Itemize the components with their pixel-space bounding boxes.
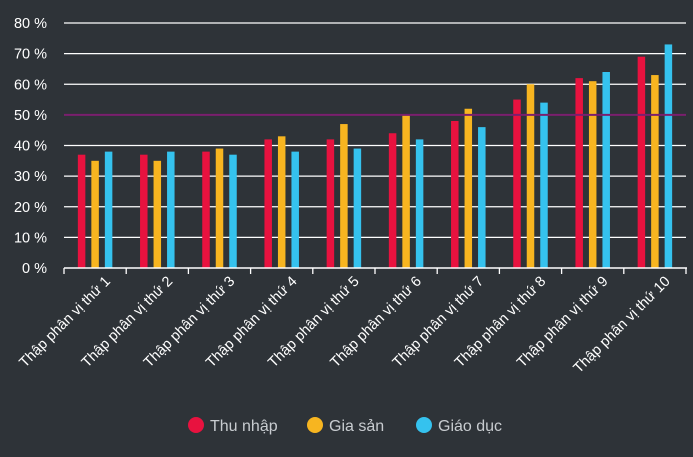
bar	[277, 136, 286, 268]
y-tick-label: 30 %	[14, 169, 47, 185]
bars-layer	[77, 44, 673, 268]
y-tick-label: 60 %	[14, 77, 47, 93]
bar	[602, 72, 610, 268]
y-tick-label: 10 %	[14, 230, 47, 246]
bar	[478, 127, 486, 268]
legend-marker	[307, 417, 323, 433]
bar	[588, 81, 597, 268]
bar	[637, 56, 646, 268]
bar	[415, 139, 424, 268]
legend-label: Thu nhập	[210, 418, 278, 435]
bar	[140, 154, 148, 268]
bar	[153, 160, 162, 268]
bar	[651, 75, 659, 268]
axis-layer: 0 %10 %20 %30 %40 %50 %60 %70 %80 %Thập …	[14, 16, 687, 377]
bar	[540, 102, 548, 268]
bar	[167, 151, 175, 268]
y-tick-label: 50 %	[14, 108, 47, 124]
bar	[526, 84, 535, 268]
bar	[388, 133, 397, 268]
legend-marker	[188, 417, 204, 433]
bar	[229, 154, 237, 268]
legend-item: Thu nhập	[188, 417, 278, 435]
bar	[575, 78, 583, 268]
y-tick-label: 70 %	[14, 47, 47, 63]
bar	[513, 99, 521, 268]
bar	[77, 154, 86, 268]
bar	[464, 108, 473, 268]
legend-marker	[416, 417, 432, 433]
legend-item: Gia sản	[307, 417, 384, 435]
y-tick-label: 0 %	[22, 261, 47, 277]
y-tick-label: 40 %	[14, 139, 47, 155]
y-tick-label: 20 %	[14, 200, 47, 216]
bar	[91, 160, 99, 268]
legend-label: Gia sản	[329, 418, 384, 435]
y-tick-label: 80 %	[14, 16, 47, 32]
legend: Thu nhập Gia sản Giáo dục	[188, 417, 502, 435]
bar	[664, 44, 673, 268]
bar	[451, 121, 459, 268]
bar	[202, 151, 210, 268]
legend-item: Giáo dục	[416, 417, 502, 435]
bar	[291, 151, 299, 268]
bar	[326, 139, 335, 268]
bar	[264, 139, 272, 268]
bar	[353, 148, 362, 268]
bar	[402, 114, 410, 268]
legend-label: Giáo dục	[438, 418, 502, 435]
bar	[215, 148, 224, 268]
bar	[340, 124, 348, 268]
bar	[104, 151, 113, 268]
